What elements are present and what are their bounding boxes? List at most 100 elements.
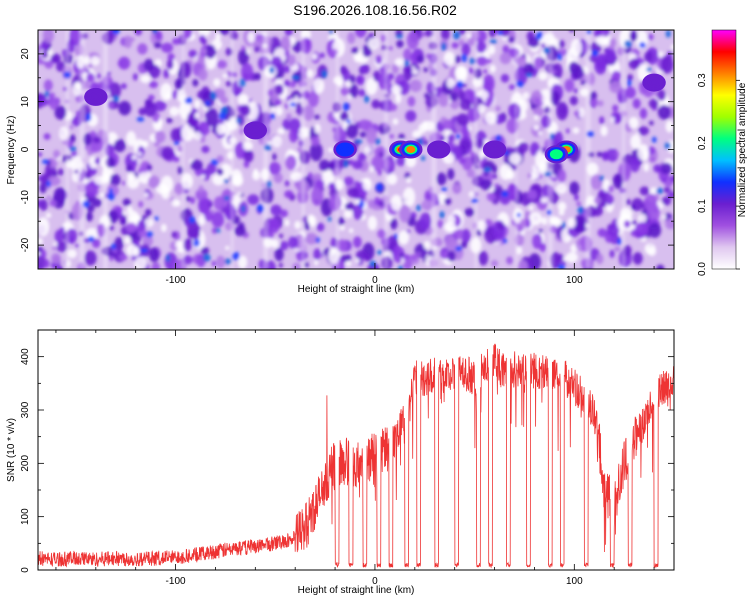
heatmap-cell <box>71 151 78 157</box>
heatmap-cell <box>657 104 671 120</box>
heatmap-cell <box>314 123 321 134</box>
heatmap-cell <box>508 102 521 119</box>
heatmap-cell <box>119 253 128 261</box>
heatmap-cell <box>454 66 468 79</box>
heatmap-blue-spot <box>441 42 447 52</box>
heatmap-cell <box>51 253 61 265</box>
heatmap-blue-spot <box>223 178 229 184</box>
heatmap-cell <box>606 225 620 237</box>
heatmap-cell <box>314 179 325 189</box>
heatmap-cell <box>647 33 654 41</box>
heatmap-cell <box>54 229 64 243</box>
heatmap-blue-spot <box>236 117 242 124</box>
heatmap-cell <box>524 218 531 229</box>
heatmap-cell <box>523 62 535 75</box>
heatmap-cell <box>198 185 204 193</box>
heatmap-cell <box>216 155 224 163</box>
heatmap-cell <box>319 159 330 172</box>
heatmap-cell <box>218 96 229 104</box>
heatmap-cell <box>371 99 381 109</box>
heatmap-cell <box>596 253 604 265</box>
heatmap-cell <box>658 51 664 58</box>
heatmap-blue-spot <box>292 75 300 81</box>
heatmap-cell <box>254 46 260 53</box>
heatmap-cell <box>246 150 251 154</box>
heatmap-cell <box>230 169 243 186</box>
heatmap-cell <box>644 51 653 62</box>
heatmap-cell <box>462 83 467 88</box>
heatmap-cell <box>287 53 296 67</box>
heatmap-cell <box>506 170 515 180</box>
heatmap-cell <box>161 186 170 200</box>
heatmap-cell <box>527 172 532 179</box>
heatmap-cell <box>402 254 411 261</box>
heatmap-blue-spot <box>547 209 552 216</box>
heatmap-blue-spot <box>544 171 552 177</box>
heatmap-blue-spot <box>502 238 507 244</box>
snr-y-tick-label: 400 <box>20 348 31 365</box>
heatmap-cell <box>108 209 119 224</box>
heatmap-cell <box>602 151 609 161</box>
heatmap-streak <box>384 30 388 269</box>
heatmap-cell <box>352 160 363 170</box>
heatmap-cell <box>540 197 548 204</box>
heatmap-blue-spot <box>557 52 563 61</box>
heatmap-cell <box>349 84 359 98</box>
heatmap-cell <box>367 215 378 231</box>
snr-y-tick-label: 300 <box>20 401 31 418</box>
heatmap-cell <box>480 179 493 191</box>
heatmap-cell <box>92 238 101 248</box>
heatmap-cell <box>328 194 342 212</box>
heatmap-cell <box>638 213 647 223</box>
heatmap-cell <box>309 142 323 162</box>
heatmap-blue-spot <box>231 251 240 261</box>
heatmap-cell <box>565 128 570 134</box>
heatmap-cell <box>132 73 138 81</box>
heatmap-cell <box>126 205 133 215</box>
heatmap-cell <box>369 165 375 173</box>
heatmap-cell <box>216 255 226 269</box>
heatmap-cell <box>447 168 455 180</box>
heatmap-cell <box>288 118 301 133</box>
heatmap-y-ticks: -20 -10 0 10 20 <box>20 29 674 270</box>
heatmap-cell <box>349 74 356 84</box>
heatmap-cell <box>612 104 619 112</box>
heatmap-cell <box>121 180 126 186</box>
heatmap-cell <box>322 168 335 187</box>
heatmap-cell <box>137 151 142 157</box>
heatmap-cell <box>639 186 650 196</box>
heatmap-blue-spot <box>107 192 115 201</box>
heatmap-cell <box>557 201 567 212</box>
heatmap-cell <box>310 136 320 147</box>
heatmap-cell <box>648 222 662 238</box>
heatmap-cell <box>569 30 575 33</box>
heatmap-cell <box>353 236 362 248</box>
heatmap-cell <box>496 222 505 230</box>
heatmap-blue-spot <box>264 144 272 151</box>
heatmap-streak <box>622 30 626 269</box>
heatmap-blue-spot <box>188 216 196 224</box>
heatmap-blue-spot <box>516 212 522 218</box>
heatmap-cell <box>143 192 149 198</box>
heatmap-cell <box>502 45 510 53</box>
heatmap-blue-spot <box>154 216 159 221</box>
heatmap-cell <box>394 58 405 67</box>
heatmap-cell <box>239 127 245 135</box>
heatmap-cell <box>454 55 461 64</box>
heatmap-cell <box>208 203 213 207</box>
heatmap-cell <box>183 30 193 39</box>
heatmap-cell <box>609 249 615 258</box>
heatmap-cell <box>149 247 160 263</box>
heatmap-blue-spot <box>193 238 200 247</box>
heatmap-cell <box>558 210 565 216</box>
heatmap-cell <box>241 45 246 52</box>
heatmap-blue-spot <box>315 236 320 243</box>
heatmap-blue-spot <box>665 30 671 38</box>
heatmap-cell <box>270 106 276 113</box>
heatmap-cell <box>247 194 260 205</box>
page-title: S196.2026.108.16.56.R02 <box>293 2 457 18</box>
heatmap-blue-spot <box>184 97 193 104</box>
heatmap-cell <box>240 104 251 117</box>
heatmap-cell <box>134 30 143 36</box>
heatmap-cell <box>611 70 621 82</box>
